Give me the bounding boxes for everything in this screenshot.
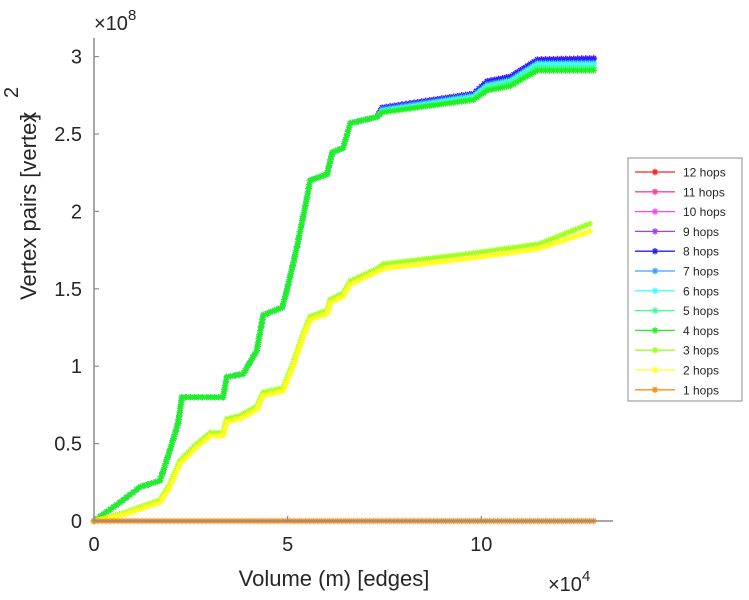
legend-label: 7 hops — [683, 265, 719, 279]
legend-marker-icon — [651, 248, 659, 255]
legend-item: 9 hops — [635, 225, 719, 239]
y-axis-label-main: Vertex pairs [vertex — [16, 112, 41, 300]
legend-marker-icon — [651, 386, 659, 393]
legend-label: 5 hops — [683, 304, 719, 318]
x-tick-label: 0 — [88, 534, 99, 556]
y-tick-label: 2 — [71, 201, 82, 223]
series-line — [93, 223, 591, 522]
legend-marker-icon — [651, 366, 659, 374]
legend-marker-icon — [651, 267, 659, 275]
x-tick-label: 5 — [282, 534, 293, 556]
legend-marker-icon — [651, 228, 659, 235]
x-multiplier: ×104 — [548, 568, 590, 596]
series-2-hops — [90, 228, 593, 525]
y-tick-label: 0.5 — [54, 434, 82, 456]
legend-item: 4 hops — [635, 324, 719, 338]
legend-marker-icon — [651, 327, 659, 334]
series-line — [93, 230, 591, 522]
legend-marker-icon — [651, 347, 659, 354]
legend-label: 4 hops — [683, 324, 719, 338]
legend-item: 8 hops — [635, 245, 719, 259]
legend-item: 3 hops — [635, 344, 719, 358]
legend-label: 11 hops — [683, 185, 725, 199]
series-markers — [90, 228, 593, 525]
legend-label: 10 hops — [683, 205, 726, 219]
y-tick-label: 1 — [71, 356, 82, 378]
y-axis-label-superscript: 2 — [1, 87, 23, 98]
legend-marker-icon — [651, 208, 659, 215]
legend-label: 9 hops — [683, 225, 719, 239]
legend-label: 1 hops — [683, 383, 719, 397]
legend-box — [627, 157, 743, 402]
legend-item: 10 hops — [635, 205, 726, 219]
y-tick-label: 2.5 — [54, 124, 82, 146]
legend-item: 7 hops — [635, 265, 719, 279]
y-multiplier: ×108 — [94, 7, 136, 35]
legend-item: 1 hops — [635, 383, 719, 397]
legend-marker-icon — [651, 188, 659, 195]
legend-label: 6 hops — [683, 284, 719, 298]
x-axis-label: Volume (m) [edges] — [239, 566, 430, 591]
ticks: 0 5 10 0 0.5 1 1.5 2 2.5 3 — [54, 47, 492, 556]
series-markers — [90, 220, 593, 525]
legend-label: 3 hops — [683, 344, 719, 358]
y-axis-label-bracket: ] — [16, 114, 41, 120]
y-axis-label: Vertex pairs [vertex ] 2 — [1, 87, 41, 300]
legend-label: 2 hops — [683, 364, 719, 378]
legend-item: 6 hops — [635, 284, 719, 298]
legend-marker-icon — [651, 307, 659, 314]
legend-label: 12 hops — [683, 166, 726, 180]
x-tick-label: 10 — [470, 534, 492, 556]
series-3-hops — [90, 220, 593, 525]
y-tick-label: 0 — [71, 511, 82, 533]
legend-item: 5 hops — [635, 304, 719, 318]
series-layer — [90, 54, 597, 525]
legend-marker-icon — [651, 287, 659, 294]
legend-item: 2 hops — [635, 364, 719, 378]
y-tick-label: 3 — [71, 47, 82, 69]
legend: 12 hops 11 hops 10 hops 9 hops 8 hops 7 hops 6… — [627, 157, 743, 402]
legend-label: 8 hops — [683, 245, 719, 259]
legend-item: 11 hops — [635, 185, 725, 199]
legend-marker-icon — [651, 168, 659, 176]
legend-item: 12 hops — [635, 166, 726, 180]
axes — [93, 38, 613, 522]
y-tick-label: 1.5 — [54, 279, 82, 301]
